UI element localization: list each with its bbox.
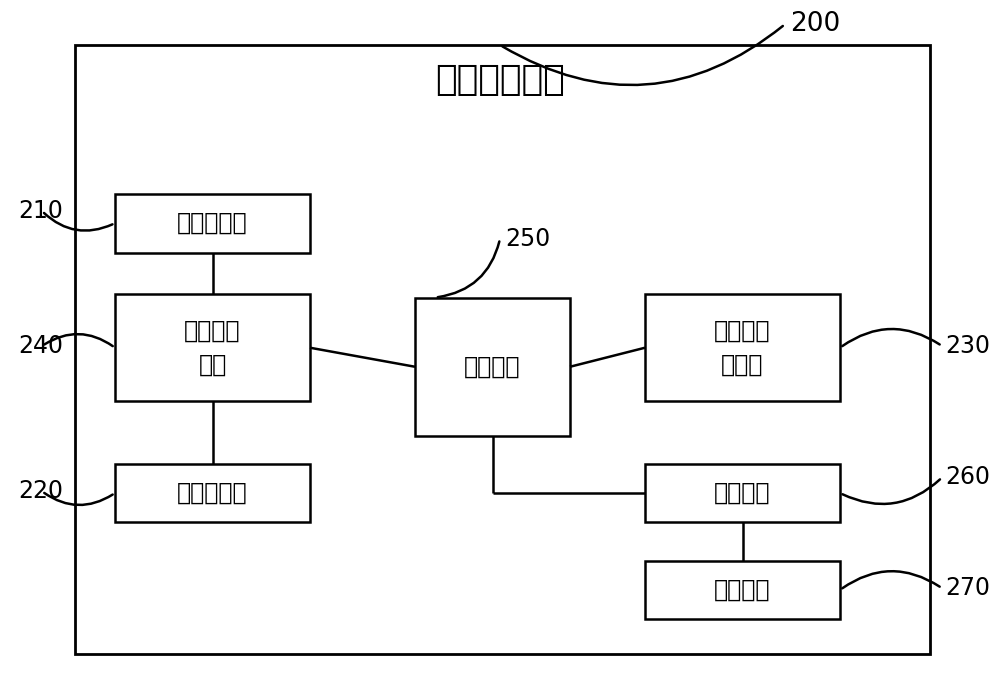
Bar	[115, 194, 310, 253]
Text: 主控制器: 主控制器	[464, 355, 521, 379]
Bar	[115, 464, 310, 522]
Text: 200: 200	[790, 11, 840, 37]
Text: 提醒模块: 提醒模块	[714, 578, 771, 602]
Text: 240: 240	[18, 334, 63, 358]
Text: 250: 250	[505, 227, 550, 251]
Text: 210: 210	[18, 199, 63, 223]
Bar	[645, 294, 840, 401]
Text: 压力传感器: 压力传感器	[177, 481, 248, 505]
Text: 220: 220	[18, 480, 63, 503]
Bar	[75, 45, 930, 654]
Bar	[645, 464, 840, 522]
Text: 发动机监
测模块: 发动机监 测模块	[714, 319, 771, 376]
Text: 260: 260	[945, 466, 990, 489]
Text: 数据采集
模块: 数据采集 模块	[184, 319, 241, 376]
Bar	[415, 298, 570, 436]
Bar	[115, 294, 310, 401]
Bar	[645, 561, 840, 619]
Text: 230: 230	[945, 334, 990, 358]
Text: 姿态传感器: 姿态传感器	[177, 211, 248, 235]
Text: 能效检测系统: 能效检测系统	[435, 62, 565, 97]
Text: 显示模块: 显示模块	[714, 481, 771, 505]
Text: 270: 270	[945, 576, 990, 600]
